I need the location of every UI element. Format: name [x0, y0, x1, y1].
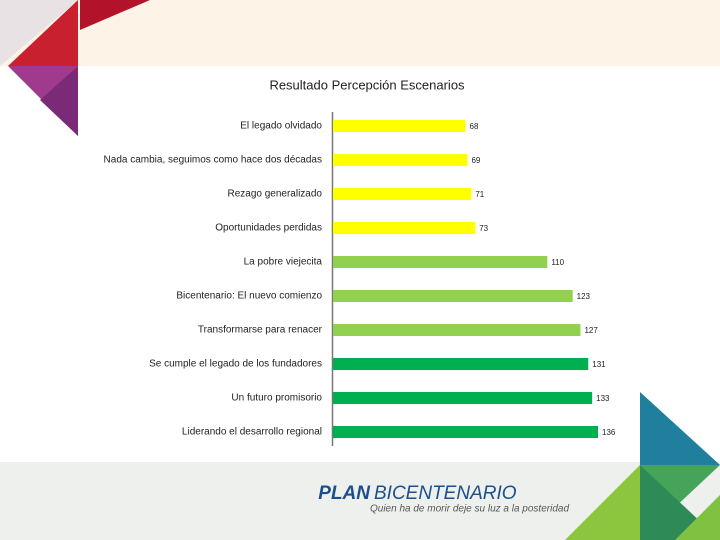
decor	[675, 495, 720, 540]
decor	[8, 0, 78, 66]
bar	[333, 154, 468, 166]
bar	[333, 222, 476, 234]
bar	[333, 256, 548, 268]
bar	[333, 426, 598, 438]
value-label: 131	[592, 360, 606, 369]
bar	[333, 392, 593, 404]
category-label: Rezago generalizado	[227, 189, 322, 200]
category-label: Un futuro promisorio	[231, 393, 322, 404]
category-label: El legado olvidado	[240, 121, 322, 132]
value-label: 73	[479, 224, 488, 233]
category-label: Se cumple el legado de los fundadores	[149, 359, 322, 370]
value-label: 123	[577, 292, 591, 301]
decor	[40, 66, 78, 136]
tagline: Quien ha de morir deje su luz a la poste…	[370, 504, 569, 515]
value-label: 110	[551, 258, 564, 267]
category-label: Transformarse para renacer	[198, 325, 323, 336]
value-label: 68	[470, 122, 479, 131]
bar	[333, 188, 472, 200]
category-label: Oportunidades perdidas	[215, 223, 322, 234]
category-label: Nada cambia, seguimos como hace dos déca…	[104, 155, 322, 166]
value-label: 133	[596, 394, 610, 403]
category-label: Bicentenario: El nuevo comienzo	[176, 291, 322, 302]
logo-name: BICENTENARIO	[374, 483, 517, 504]
value-label: 136	[602, 428, 616, 437]
category-label: Liderando el desarrollo regional	[182, 427, 322, 438]
chart-title: Resultado Percepción Escenarios	[269, 77, 465, 92]
decor	[0, 0, 78, 66]
bar	[333, 120, 466, 132]
value-label: 127	[584, 326, 598, 335]
bar	[333, 290, 573, 302]
bar	[333, 324, 581, 336]
category-label: La pobre viejecita	[244, 257, 323, 268]
decor	[80, 0, 150, 30]
value-label: 71	[475, 190, 484, 199]
decor	[640, 392, 720, 465]
value-label: 69	[471, 156, 480, 165]
decor	[565, 465, 640, 540]
bar	[333, 358, 589, 370]
logo-plan: PLAN	[318, 483, 371, 504]
